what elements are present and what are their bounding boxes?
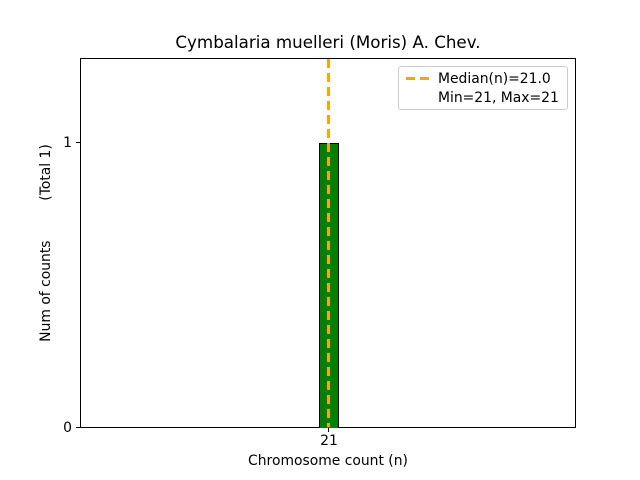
- empty-marker-icon: [406, 96, 429, 99]
- y-tick-label-1: 1: [63, 135, 72, 151]
- median-line: [327, 59, 330, 427]
- y-tick-label-0: 0: [63, 420, 72, 436]
- plot-area: Median(n)=21.0 Min=21, Max=21: [80, 58, 576, 428]
- legend-label-median: Median(n)=21.0: [438, 70, 551, 87]
- chart-title: Cymbalaria muelleri (Moris) A. Chev.: [175, 32, 481, 52]
- legend-label-minmax: Min=21, Max=21: [438, 89, 559, 106]
- y-tick-mark-1: [76, 142, 80, 143]
- x-tick-label-21: 21: [320, 433, 338, 449]
- x-axis-label: Chromosome count (n): [248, 453, 408, 469]
- y-tick-mark-0: [76, 427, 80, 428]
- legend-entry-minmax: Min=21, Max=21: [406, 90, 560, 106]
- legend: Median(n)=21.0 Min=21, Max=21: [398, 66, 568, 110]
- dashed-line-icon: [406, 77, 429, 80]
- y-axis-label: Num of counts (Total 1): [38, 144, 54, 342]
- x-tick-mark-21: [328, 428, 329, 432]
- legend-entry-median: Median(n)=21.0: [406, 71, 560, 87]
